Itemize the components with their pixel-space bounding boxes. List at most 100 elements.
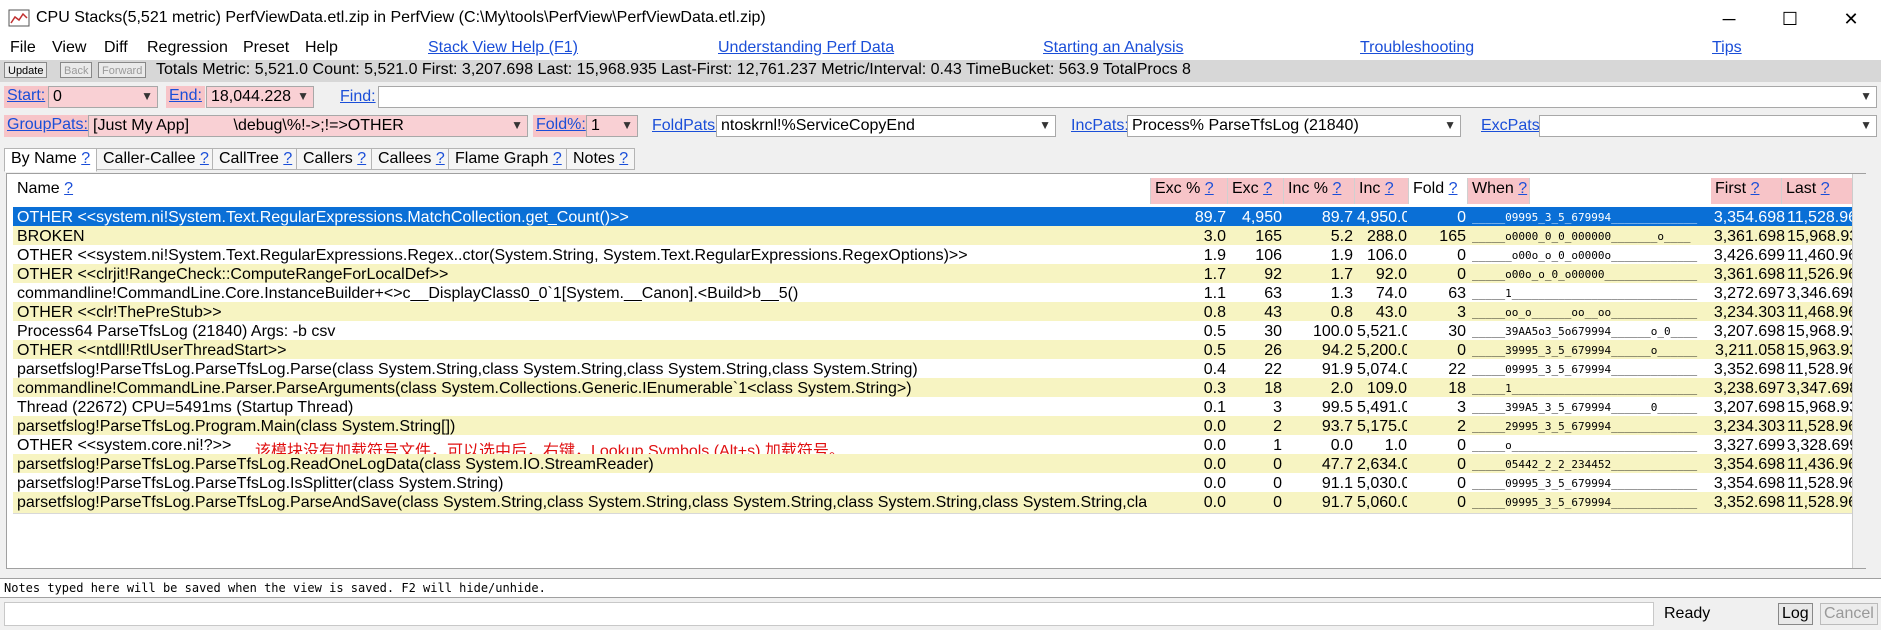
chevron-down-icon[interactable]: ▼ [1444, 118, 1456, 132]
help-link[interactable]: ? [552, 150, 562, 167]
cancel-button[interactable]: Cancel [1820, 603, 1878, 625]
menu-regression[interactable]: Regression [147, 39, 228, 56]
table-row[interactable]: parsetfslog!ParseTfsLog.ParseTfsLog.Pars… [13, 492, 1859, 514]
menu-help[interactable]: Help [305, 39, 338, 56]
close-button[interactable]: ✕ [1843, 8, 1859, 29]
chevron-down-icon[interactable]: ▼ [1860, 89, 1872, 103]
start-input[interactable]: 0 ▼ [48, 86, 158, 108]
chevron-down-icon[interactable]: ▼ [1039, 118, 1051, 132]
tab-flame-graph[interactable]: Flame Graph ? [448, 148, 569, 170]
cell-when: _____1____________________________ [1472, 287, 1698, 300]
back-button[interactable]: Back [60, 62, 93, 78]
cell-exc: 22 [1264, 361, 1282, 378]
chevron-down-icon[interactable]: ▼ [511, 118, 523, 132]
help-link[interactable]: ? [357, 150, 367, 167]
excpats-label[interactable]: ExcPats: [1481, 117, 1545, 134]
fold-percent-input[interactable]: 1 ▼ [586, 115, 638, 137]
col-header-inc-pct[interactable]: Inc % ? [1284, 178, 1355, 204]
help-link[interactable]: ? [1820, 180, 1830, 197]
menu-diff[interactable]: Diff [104, 39, 128, 56]
chevron-down-icon[interactable]: ▼ [141, 89, 153, 103]
notes-textbox[interactable]: Notes typed here will be saved when the … [0, 578, 1881, 598]
col-header-when[interactable]: When ? [1468, 178, 1530, 204]
help-link[interactable]: ? [1448, 180, 1458, 197]
foldpats-label[interactable]: FoldPats: [652, 117, 720, 134]
minimize-button[interactable]: ─ [1722, 8, 1736, 29]
incpats-input[interactable]: Process% ParseTfsLog (21840) ▼ [1127, 115, 1461, 137]
table-row[interactable]: OTHER <<clr!ThePreStub>> 0.8 43 0.8 43.0 3 ___… [13, 302, 1859, 324]
tab-notes[interactable]: Notes ? [566, 148, 636, 170]
help-link[interactable]: ? [199, 150, 209, 167]
cell-exc-pct: 1.9 [1203, 247, 1226, 264]
grouppats-input[interactable]: [Just My App] \debug\%!->;!=>OTHER ▼ [88, 115, 528, 137]
col-header-fold[interactable]: Fold ? [1409, 178, 1468, 204]
help-link[interactable]: ? [1518, 180, 1528, 197]
table-row[interactable]: OTHER <<system.ni!System.Text.RegularExp… [13, 245, 1859, 267]
link-starting-analysis[interactable]: Starting an Analysis [1043, 39, 1184, 56]
col-header-label: Inc [1359, 180, 1381, 197]
grid-scrollbar[interactable] [1852, 174, 1866, 568]
table-row[interactable]: OTHER <<clrjit!RangeCheck::ComputeRangeF… [13, 264, 1859, 286]
incpats-label[interactable]: IncPats: [1071, 117, 1129, 134]
cell-first: 3,361.698 [1713, 228, 1785, 245]
help-link[interactable]: ? [1332, 180, 1342, 197]
foldpats-value: ntoskrnl!%ServiceCopyEnd [721, 117, 915, 134]
forward-button[interactable]: Forward [98, 62, 147, 78]
link-tips[interactable]: Tips [1712, 39, 1742, 56]
grouppats-label[interactable]: GroupPats: [4, 115, 91, 137]
tab-callers[interactable]: Callers ? [296, 148, 374, 170]
tab-callees[interactable]: Callees ? [371, 148, 452, 170]
col-header-first[interactable]: First ? [1711, 178, 1782, 204]
help-link[interactable]: ? [283, 150, 293, 167]
end-label[interactable]: End: [166, 86, 205, 108]
help-link[interactable]: ? [81, 150, 91, 167]
table-row[interactable]: commandline!CommandLine.Core.InstanceBui… [13, 283, 1859, 305]
link-understanding-perf-data[interactable]: Understanding Perf Data [718, 39, 895, 56]
help-link[interactable]: ? [1750, 180, 1760, 197]
fold-percent-label[interactable]: Fold%: [533, 115, 589, 137]
col-header-exc[interactable]: Exc ? [1228, 178, 1284, 204]
help-link[interactable]: ? [1263, 180, 1273, 197]
update-button[interactable]: Update [4, 62, 48, 78]
cell-last: 11,528.966 [1787, 475, 1857, 492]
menu-view[interactable]: View [52, 39, 87, 56]
excpats-input[interactable]: ▼ [1539, 115, 1877, 137]
col-header-last[interactable]: Last ? [1782, 178, 1859, 204]
col-header-name[interactable]: Name ? [13, 178, 1151, 204]
cell-last: 3,347.698 [1787, 380, 1857, 397]
maximize-button[interactable]: ☐ [1781, 8, 1799, 29]
help-link[interactable]: ? [619, 150, 629, 167]
table-row[interactable]: BROKEN 3.0 165 5.2 288.0 165 _____o0000_0_0_00… [13, 226, 1859, 248]
col-header-exc-pct[interactable]: Exc % ? [1151, 178, 1228, 204]
table-row[interactable]: parsetfslog!ParseTfsLog.ParseTfsLog.Read… [13, 454, 1859, 476]
command-input[interactable] [4, 602, 1654, 626]
menu-preset[interactable]: Preset [243, 39, 290, 56]
chevron-down-icon[interactable]: ▼ [1860, 118, 1872, 132]
table-row[interactable]: parsetfslog!ParseTfsLog.Program.Main(cla… [13, 416, 1859, 438]
find-label[interactable]: Find: [340, 88, 376, 105]
find-input[interactable]: ▼ [378, 86, 1877, 108]
help-link[interactable]: ? [435, 150, 445, 167]
tab-caller-callee[interactable]: Caller-Callee ? [96, 148, 216, 170]
table-row[interactable]: commandline!CommandLine.Parser.ParseArgu… [13, 378, 1859, 400]
end-input[interactable]: 18,044.228 ▼ [206, 86, 314, 108]
start-label[interactable]: Start: [4, 86, 49, 108]
link-stack-view-help[interactable]: Stack View Help (F1) [428, 39, 578, 56]
foldpats-input[interactable]: ntoskrnl!%ServiceCopyEnd ▼ [716, 115, 1056, 137]
help-link[interactable]: ? [1204, 180, 1214, 197]
log-button[interactable]: Log [1778, 603, 1813, 625]
cell-exc: 63 [1264, 285, 1282, 302]
chevron-down-icon[interactable]: ▼ [621, 118, 633, 132]
menu-file[interactable]: File [10, 39, 36, 56]
cell-exc: 26 [1264, 342, 1282, 359]
link-troubleshooting[interactable]: Troubleshooting [1360, 39, 1475, 56]
table-row[interactable]: parsetfslog!ParseTfsLog.ParseTfsLog.Pars… [13, 359, 1859, 381]
tab-calltree[interactable]: CallTree ? [212, 148, 300, 170]
help-link[interactable]: ? [1384, 180, 1394, 197]
help-link[interactable]: ? [64, 180, 74, 197]
col-header-inc[interactable]: Inc ? [1355, 178, 1409, 204]
cell-inc: 43.0 [1375, 304, 1407, 321]
table-row[interactable]: OTHER <<system.ni!System.Text.RegularExp… [13, 207, 1859, 229]
tab-by-name[interactable]: By Name ? [4, 148, 98, 172]
chevron-down-icon[interactable]: ▼ [297, 89, 309, 103]
